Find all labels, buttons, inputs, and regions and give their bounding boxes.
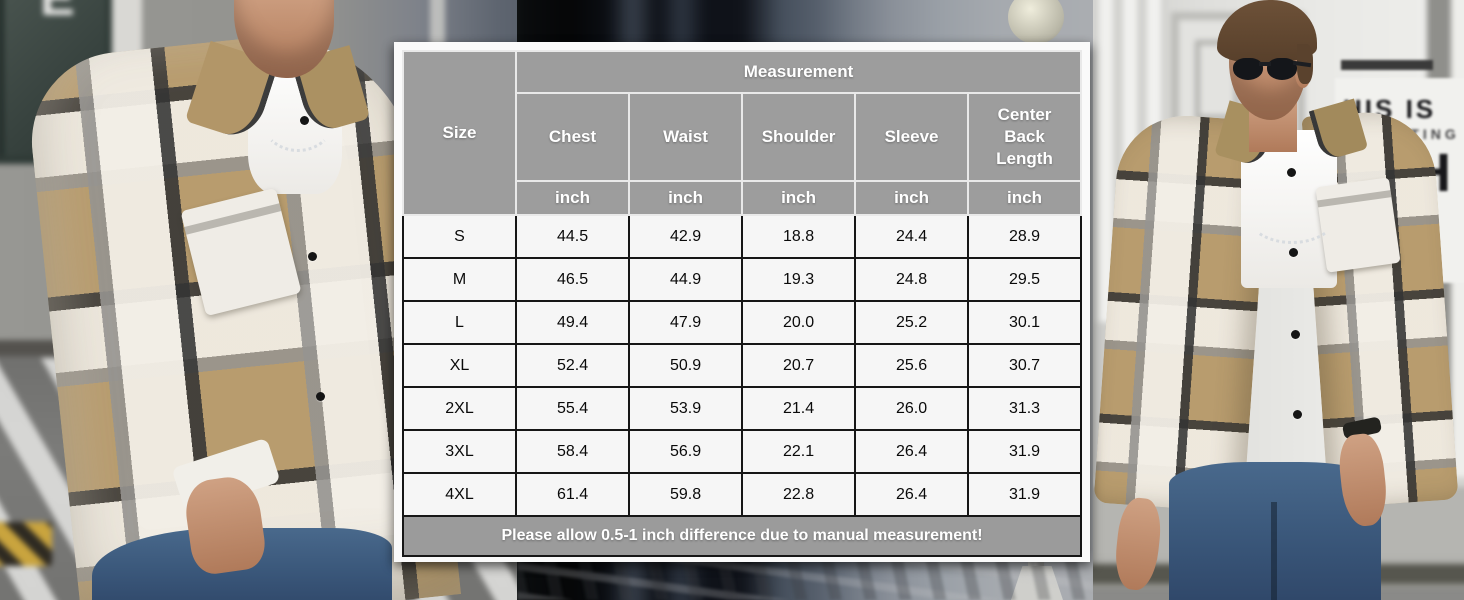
necklace-chain	[1247, 188, 1337, 244]
measurement-header: Measurement	[515, 50, 1082, 94]
value-cell: 55.4	[515, 386, 631, 431]
value-cell: 56.9	[628, 429, 744, 474]
value-cell: 52.4	[515, 343, 631, 388]
value-cell: 44.9	[628, 257, 744, 302]
size-chart-table-frame: Size Measurement Chest Waist Shoulder Sl…	[394, 42, 1090, 562]
value-cell: 26.0	[854, 386, 970, 431]
unit-cell: inch	[967, 180, 1082, 216]
table-units-row: inch inch inch inch inch	[403, 180, 1082, 216]
table-header-row: Size Measurement	[401, 50, 1082, 216]
value-cell: 20.7	[741, 343, 857, 388]
necklace-chain	[260, 84, 336, 152]
value-cell: 47.9	[628, 300, 744, 345]
value-cell: 59.8	[628, 472, 744, 517]
value-cell: 18.8	[741, 214, 857, 259]
jacket-button	[316, 392, 325, 401]
size-cell: S	[401, 214, 518, 259]
table-row-2xl: 2XL 55.4 53.9 21.4 26.0 31.3	[401, 386, 1082, 431]
mural-top-bar	[1341, 60, 1433, 70]
size-cell: 3XL	[401, 429, 518, 474]
size-cell: XL	[401, 343, 518, 388]
table-footnote-row: Please allow 0.5-1 inch difference due t…	[402, 515, 1082, 557]
size-cell: 4XL	[401, 472, 518, 517]
value-cell: 28.9	[967, 214, 1082, 259]
column-header-center-back-length: Center Back Length	[967, 92, 1082, 182]
value-cell: 31.3	[967, 386, 1082, 431]
size-chart-table: Size Measurement Chest Waist Shoulder Sl…	[401, 50, 1082, 557]
value-cell: 44.5	[515, 214, 631, 259]
right-model-photo: HIS IS MARKETING ETH N	[1093, 0, 1464, 600]
sunglasses-lens	[1233, 58, 1263, 80]
table-row-4xl: 4XL 61.4 59.8 22.8 26.4 31.9	[401, 472, 1082, 517]
size-cell: M	[401, 257, 518, 302]
value-cell: 25.2	[854, 300, 970, 345]
sunglasses-bridge	[1259, 62, 1271, 66]
table-row-xl: XL 52.4 50.9 20.7 25.6 30.7	[401, 343, 1082, 388]
jacket-button	[1293, 410, 1302, 419]
value-cell: 58.4	[515, 429, 631, 474]
size-cell: L	[401, 300, 518, 345]
yellow-curb-stripe	[0, 522, 52, 566]
value-cell: 21.4	[741, 386, 857, 431]
unit-cell: inch	[515, 180, 631, 216]
value-cell: 26.4	[854, 429, 970, 474]
jacket-button	[1289, 248, 1298, 257]
value-cell: 53.9	[628, 386, 744, 431]
jacket-button	[1291, 330, 1300, 339]
value-cell: 24.8	[854, 257, 970, 302]
pocket-flap	[184, 203, 282, 235]
table-row-m: M 46.5 44.9 19.3 24.8 29.5	[401, 257, 1082, 302]
value-cell: 20.0	[741, 300, 857, 345]
value-cell: 30.7	[967, 343, 1082, 388]
value-cell: 46.5	[515, 257, 631, 302]
jeans-seam	[1271, 502, 1277, 600]
value-cell: 29.5	[967, 257, 1082, 302]
storefront-letter: E	[40, 0, 75, 28]
size-column-header: Size	[401, 50, 518, 216]
value-cell: 24.4	[854, 214, 970, 259]
value-cell: 22.8	[741, 472, 857, 517]
jacket-button	[1287, 168, 1296, 177]
value-cell: 31.9	[967, 472, 1082, 517]
value-cell: 49.4	[515, 300, 631, 345]
lamp-globe	[1008, 0, 1064, 44]
column-header-sleeve: Sleeve	[854, 92, 970, 182]
column-header-waist: Waist	[628, 92, 744, 182]
unit-cell: inch	[628, 180, 744, 216]
unit-cell: inch	[854, 180, 970, 216]
measurement-disclaimer: Please allow 0.5-1 inch difference due t…	[402, 515, 1082, 557]
table-subheader-row: Chest Waist Shoulder Sleeve Center Back …	[403, 92, 1082, 182]
value-cell: 25.6	[854, 343, 970, 388]
jacket-button	[300, 116, 309, 125]
value-cell: 61.4	[515, 472, 631, 517]
value-cell: 19.3	[741, 257, 857, 302]
sunglasses	[1231, 56, 1312, 82]
value-cell: 42.9	[628, 214, 744, 259]
table-row-s: S 44.5 42.9 18.8 24.4 28.9	[401, 214, 1082, 259]
column-header-chest: Chest	[515, 92, 631, 182]
size-cell: 2XL	[401, 386, 518, 431]
table-row-3xl: 3XL 58.4 56.9 22.1 26.4 31.9	[401, 429, 1082, 474]
column-header-shoulder: Shoulder	[741, 92, 857, 182]
unit-cell: inch	[741, 180, 857, 216]
value-cell: 26.4	[854, 472, 970, 517]
jacket-button	[308, 252, 317, 261]
value-cell: 22.1	[741, 429, 857, 474]
table-row-l: L 49.4 47.9 20.0 25.2 30.1	[401, 300, 1082, 345]
value-cell: 31.9	[967, 429, 1082, 474]
value-cell: 30.1	[967, 300, 1082, 345]
sunglasses-lens	[1267, 58, 1297, 80]
value-cell: 50.9	[628, 343, 744, 388]
